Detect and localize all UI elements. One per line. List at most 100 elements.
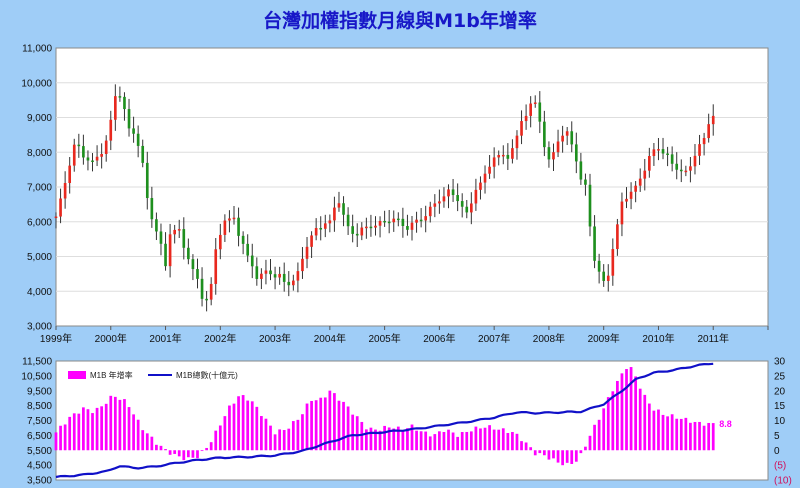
main-y-tick-label: 5,000 [27, 252, 52, 263]
m1b-left-tick-label: 7,500 [27, 416, 52, 427]
m1b-yoy-bar [123, 399, 126, 451]
candle-body [200, 278, 204, 299]
candle-body [269, 270, 272, 275]
candle-body [150, 198, 154, 220]
candle-body [538, 102, 542, 122]
main-x-tick-label: 2003年 [259, 332, 291, 345]
candle-body [196, 269, 199, 279]
candle-body [515, 135, 519, 149]
m1b-left-tick-label: 11,500 [22, 357, 52, 368]
m1b-yoy-bar [684, 417, 688, 451]
candle-body [132, 128, 135, 134]
m1b-yoy-bar [383, 425, 386, 451]
m1b-yoy-bar [113, 396, 117, 451]
candle-body [684, 170, 688, 173]
main-y-tick-label: 7,000 [27, 183, 52, 194]
m1b-yoy-bar [310, 400, 313, 451]
m1b-yoy-bar [168, 450, 172, 455]
m1b-yoy-bar [159, 445, 163, 451]
candle-body [95, 156, 99, 161]
main-x-tick-label: 1999年 [40, 332, 72, 345]
m1b-right-tick-label: 15 [774, 401, 786, 412]
candle-body [447, 189, 450, 197]
m1b-yoy-bar [250, 401, 254, 451]
candle-body [59, 198, 62, 217]
candle-body [574, 144, 578, 162]
candle-body [611, 249, 615, 276]
candle-body [77, 144, 81, 147]
m1b-right-tick-label: 20 [774, 386, 786, 397]
m1b-yoy-bar [574, 450, 578, 462]
main-y-tick-label: 8,000 [27, 148, 52, 159]
m1b-yoy-bar [209, 442, 213, 451]
candle-body [346, 214, 350, 227]
candle-body [323, 223, 327, 229]
m1b-yoy-bar [241, 395, 245, 451]
m1b-yoy-bar [273, 434, 277, 451]
m1b-yoy-bar [542, 450, 546, 456]
m1b-yoy-bar [456, 436, 460, 451]
m1b-yoy-bar [150, 436, 154, 451]
m1b-yoy-bar [428, 436, 432, 451]
m1b-yoy-bar [588, 435, 592, 451]
candle-body [415, 219, 418, 223]
m1b-yoy-bar [269, 425, 272, 451]
candle-body [506, 154, 510, 159]
main-x-tick-label: 2011年 [697, 332, 729, 345]
candle-body [232, 217, 236, 220]
main-y-tick-label: 3,000 [27, 322, 52, 333]
m1b-yoy-bar [77, 413, 81, 451]
main-x-axis: 1999年 2000年 2001年 2002年 2003年 2004年 2005年 2006年… [40, 326, 769, 345]
m1b-yoy-bar [647, 403, 651, 451]
m1b-left-tick-label: 8,500 [27, 401, 52, 412]
candle-body [278, 273, 281, 278]
candle-body [702, 138, 706, 145]
candle-body [597, 260, 601, 272]
m1b-left-tick-label: 5,500 [27, 446, 52, 457]
candle-body [177, 229, 181, 231]
m1b-yoy-bar [698, 421, 701, 451]
candle-body [250, 255, 254, 267]
candle-body [205, 298, 208, 301]
m1b-yoy-bar [506, 432, 510, 451]
candle-body [451, 189, 455, 196]
m1b-yoy-bar [118, 399, 122, 451]
m1b-yoy-bar [387, 427, 391, 451]
m1b-yoy-bar [145, 433, 149, 451]
m1b-yoy-bar [218, 425, 222, 451]
m1b-right-tick-label: (10) [774, 476, 792, 487]
candle-body [260, 273, 263, 279]
candle-body [296, 271, 300, 281]
m1b-yoy-bar [396, 426, 400, 451]
candle-body [529, 103, 532, 116]
m1b-yoy-bar [661, 414, 665, 451]
m1b-yoy-bar [415, 430, 418, 451]
chart-title: 台灣加權指數月線與M1b年增率 [263, 9, 537, 32]
candle-body [164, 243, 167, 267]
candle-body [155, 219, 158, 232]
m1b-yoy-bar [460, 432, 464, 451]
m1b-left-tick-label: 9,500 [27, 386, 52, 397]
candle-body [365, 226, 368, 229]
m1b-yoy-bar [666, 416, 669, 451]
m1b-total-line [55, 362, 714, 479]
m1b-yoy-bar [625, 369, 628, 451]
m1b-yoy-bar [278, 429, 282, 451]
candle-body [652, 149, 656, 157]
m1b-chart-panel: 3,500 4,500 5,500 6,500 7,500 8,500 9,500 10,50… [21, 357, 791, 487]
m1b-yoy-bar [127, 407, 131, 451]
candle-body [670, 154, 674, 164]
candle-body [401, 218, 405, 227]
candle-body [470, 203, 473, 213]
main-x-tick-label: 2000年 [95, 332, 127, 345]
m1b-yoy-bar [556, 450, 560, 463]
m1b-yoy-bar [59, 425, 62, 451]
candle-body [273, 274, 277, 278]
m1b-yoy-bar [579, 450, 583, 454]
m1b-yoy-bar [565, 450, 569, 463]
m1b-yoy-bar [282, 430, 286, 451]
m1b-yoy-bar [438, 431, 441, 451]
m1b-yoy-bar [360, 421, 364, 451]
m1b-yoy-bar [689, 422, 692, 451]
main-x-tick-label: 2009年 [588, 332, 620, 345]
